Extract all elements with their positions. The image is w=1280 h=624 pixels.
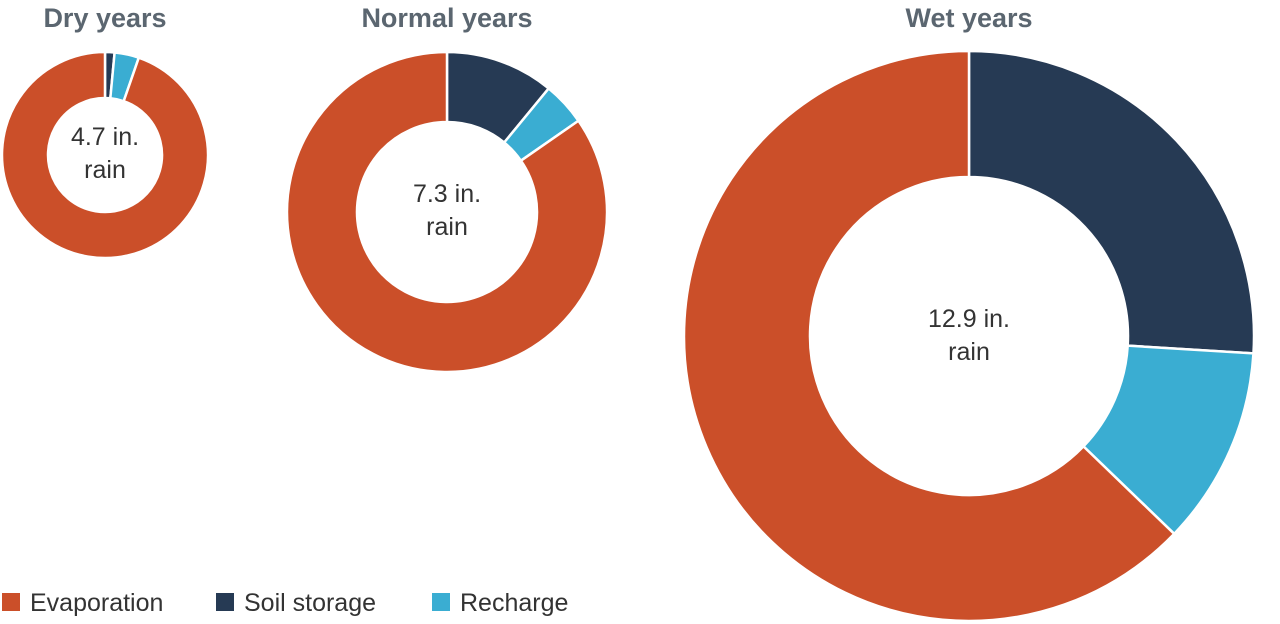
donut-slices-normal — [285, 50, 609, 374]
slice-evaporation-wet — [682, 49, 1176, 623]
donut-slices-wet — [682, 49, 1256, 623]
donut-slices-dry — [0, 50, 210, 260]
slice-soil-storage-wet — [967, 49, 1256, 355]
panel-title-normal: Normal years — [361, 3, 532, 33]
donut-panel-normal: Normal years 7.3 in. rain — [285, 3, 609, 374]
legend-item-soil-storage: Soil storage — [216, 589, 376, 617]
legend-swatch-recharge — [432, 593, 450, 611]
slice-evaporation-normal — [285, 50, 609, 374]
legend-item-recharge: Recharge — [432, 589, 568, 617]
legend-label-recharge: Recharge — [460, 589, 568, 617]
legend-label-soil-storage: Soil storage — [244, 589, 376, 617]
center-label-unit-dry: rain — [84, 156, 126, 184]
center-label-amount-normal: 7.3 in. — [413, 180, 481, 208]
center-label-amount-wet: 12.9 in. — [928, 305, 1010, 333]
legend-swatch-evaporation — [2, 593, 20, 611]
legend-item-evaporation: Evaporation — [2, 589, 163, 617]
slice-evaporation-dry — [0, 50, 210, 260]
donut-panel-wet: Wet years 12.9 in. rain — [682, 3, 1256, 623]
legend-label-evaporation: Evaporation — [30, 589, 163, 617]
donut-panel-dry: Dry years 4.7 in. rain — [0, 3, 210, 260]
center-label-amount-dry: 4.7 in. — [71, 123, 139, 151]
legend-swatch-soil-storage — [216, 593, 234, 611]
legend: Evaporation Soil storage Recharge — [2, 589, 568, 617]
center-label-unit-wet: rain — [948, 338, 990, 366]
center-label-unit-normal: rain — [426, 213, 468, 241]
panel-title-wet: Wet years — [905, 3, 1032, 33]
panel-title-dry: Dry years — [43, 3, 166, 33]
